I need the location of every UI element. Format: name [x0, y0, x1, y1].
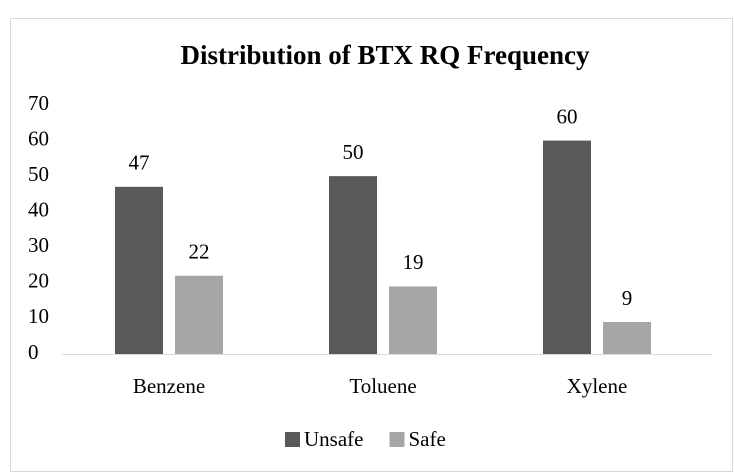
value-label: 19 [403, 250, 424, 274]
value-label: 47 [129, 151, 150, 175]
value-label: 60 [557, 104, 578, 128]
value-label: 22 [189, 240, 210, 264]
x-tick-label: Benzene [133, 374, 205, 398]
bar [543, 140, 591, 354]
y-tick-label: 30 [28, 233, 49, 257]
y-tick-label: 20 [28, 269, 49, 293]
y-tick-label: 10 [28, 304, 49, 328]
legend-label: Safe [408, 427, 445, 451]
chart-title: Distribution of BTX RQ Frequency [180, 40, 590, 70]
x-tick-label: Toluene [349, 374, 416, 398]
bar [603, 321, 651, 354]
value-label: 50 [343, 140, 364, 164]
bar [389, 286, 437, 354]
y-tick-label: 40 [28, 198, 49, 222]
y-tick-label: 60 [28, 126, 49, 150]
y-tick-label: 0 [28, 340, 39, 364]
bar [175, 275, 223, 354]
bar [115, 186, 163, 354]
x-tick-label: Xylene [567, 374, 628, 398]
y-tick-label: 50 [28, 162, 49, 186]
legend-swatch [285, 432, 300, 447]
legend-swatch [389, 432, 405, 447]
bar [329, 176, 377, 354]
legend-label: Unsafe [304, 427, 363, 451]
value-label: 9 [622, 286, 633, 310]
y-tick-label: 70 [28, 91, 49, 115]
